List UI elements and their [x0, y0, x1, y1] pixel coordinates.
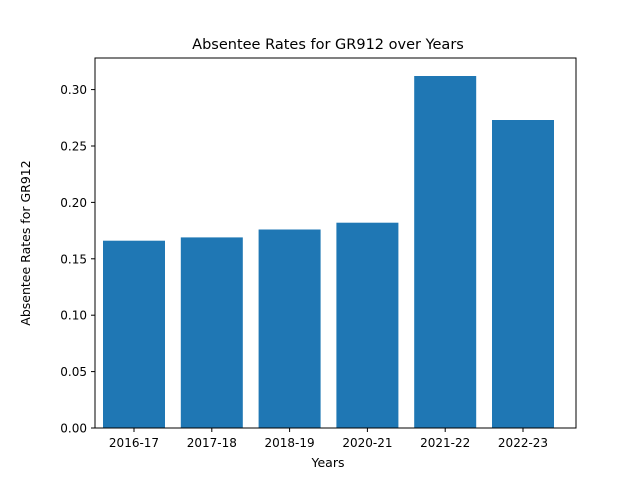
plot-frame: [94, 57, 577, 429]
x-axis: 2016-17 2017-18 2018-19 2020-21 2021-22 2022-…: [109, 428, 548, 450]
bars-group: [103, 76, 554, 428]
bar-2016-17: [103, 240, 165, 428]
chart-title: Absentee Rates for GR912 over Years: [192, 37, 464, 53]
y-axis: 0.00 0.05 0.10 0.15 0.20 0.25 0.30: [60, 83, 95, 436]
x-tick-label: 2017-18: [187, 436, 237, 450]
x-tick-label: 2016-17: [109, 436, 159, 450]
y-tick-label: 0.30: [60, 83, 87, 97]
bar-2017-18: [180, 237, 243, 428]
bar-2021-22: [414, 76, 477, 428]
y-axis-label: Absentee Rates for GR912: [18, 160, 33, 325]
x-tick-label: 2021-22: [420, 436, 470, 450]
y-tick-label: 0.25: [60, 139, 87, 153]
y-tick-label: 0.15: [60, 252, 87, 266]
x-tick-label: 2018-19: [265, 436, 315, 450]
y-tick-label: 0.00: [60, 422, 87, 436]
x-axis-label: Years: [311, 455, 345, 470]
x-tick-label: 2022-23: [498, 436, 548, 450]
bar-2022-23: [492, 120, 554, 428]
y-tick-label: 0.20: [60, 196, 87, 210]
x-tick-label: 2020-21: [342, 436, 392, 450]
bar-2018-19: [258, 229, 321, 428]
y-tick-label: 0.05: [60, 365, 87, 379]
bar-2020-21: [336, 222, 399, 428]
y-tick-label: 0.10: [60, 309, 87, 323]
